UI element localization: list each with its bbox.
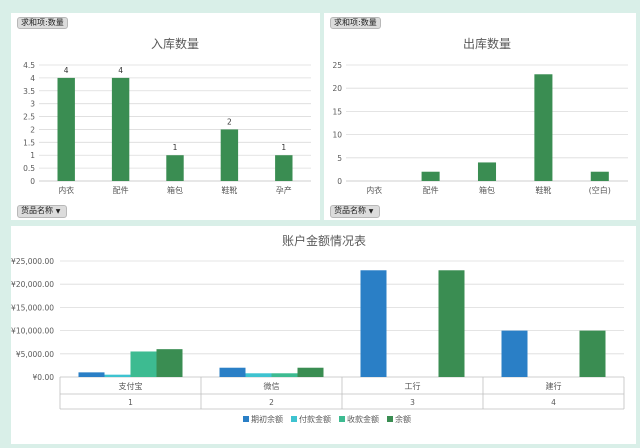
outbound-filter-label: 货品名称	[334, 206, 366, 215]
account-bar-4	[156, 349, 183, 377]
account-title: 账户金额情况表	[282, 233, 366, 248]
inbound-y-tick-label: 0	[30, 177, 35, 186]
account-bar-2	[104, 374, 131, 377]
outbound-x-tick-label: 内衣	[366, 185, 382, 195]
account-legend-label: 余额	[395, 414, 411, 424]
inbound-data-label: 4	[118, 66, 123, 75]
account-y-tick-label: ¥25,000.00	[11, 257, 54, 266]
account-bar-2	[245, 373, 272, 377]
inbound-x-tick-label: 孕产	[276, 185, 292, 195]
outbound-x-tick-label: (空白)	[589, 185, 611, 195]
inbound-title: 入库数量	[151, 36, 199, 51]
account-subcategory-label: 1	[128, 398, 133, 407]
account-legend-swatch	[339, 416, 345, 422]
account-bar-1	[360, 270, 387, 377]
inbound-x-tick-label: 鞋靴	[221, 185, 237, 195]
inbound-y-tick-label: 2.5	[23, 113, 35, 122]
account-bar-1	[78, 372, 105, 377]
inbound-bar	[111, 77, 130, 181]
account-legend-swatch	[387, 416, 393, 422]
inbound-y-tick-label: 3.5	[23, 87, 35, 96]
account-category-label: 工行	[405, 381, 421, 391]
outbound-y-tick-label: 5	[337, 154, 342, 163]
account-bar-3	[130, 351, 157, 377]
account-bar-4	[438, 270, 465, 377]
outbound-chart-panel: 出库数量 0 5 10 15 20 25 内衣 配件 箱包 鞋靴 (空白) 求和项:数量 货品名称 ▼	[324, 13, 636, 220]
outbound-bar	[477, 162, 497, 181]
outbound-filter-button[interactable]: 货品名称 ▼	[330, 205, 380, 218]
inbound-chart-panel: 入库数量 0 0.5 1 1.5 2 2.5 3 3.5 4 4.5 4 内衣 4 配件 1 箱包 2 鞋靴 1 孕产 …	[11, 13, 320, 220]
inbound-value-field-button[interactable]: 求和项:数量	[17, 17, 68, 29]
outbound-y-tick-label: 20	[332, 84, 342, 93]
inbound-bar	[275, 155, 293, 181]
account-category-label: 微信	[264, 381, 280, 391]
inbound-value-field-label: 求和项:数量	[21, 18, 64, 27]
account-legend-label: 付款金额	[299, 414, 331, 424]
account-subcategory-label: 3	[410, 398, 415, 407]
inbound-y-tick-label: 3	[30, 100, 35, 109]
account-legend-label: 收款金额	[347, 414, 379, 424]
account-category-label: 建行	[546, 381, 562, 391]
account-bar-4	[579, 330, 606, 377]
account-bar-1	[219, 367, 246, 377]
account-legend-swatch	[243, 416, 249, 422]
account-subcategory-label: 4	[551, 398, 556, 407]
account-y-tick-label: ¥5,000.00	[16, 350, 54, 359]
inbound-y-tick-label: 1.5	[23, 138, 35, 147]
account-category-label: 支付宝	[119, 381, 143, 391]
inbound-bar	[57, 77, 75, 181]
outbound-y-tick-label: 0	[337, 177, 342, 186]
inbound-bar	[166, 155, 184, 181]
account-y-tick-label: ¥15,000.00	[11, 303, 54, 312]
outbound-value-field-label: 求和项:数量	[334, 18, 377, 27]
inbound-data-label: 1	[281, 143, 286, 152]
inbound-data-label: 1	[173, 143, 178, 152]
inbound-chart: 入库数量 0 0.5 1 1.5 2 2.5 3 3.5 4 4.5 4 内衣 4 配件 1 箱包 2 鞋靴 1 孕产	[23, 36, 311, 195]
inbound-data-label: 2	[227, 117, 232, 126]
account-chart-panel: 账户金额情况表 ¥0.00 ¥5,000.00 ¥10,000.00 ¥15,000.0…	[11, 226, 636, 444]
inbound-data-label: 4	[64, 66, 69, 75]
outbound-value-field-button[interactable]: 求和项:数量	[330, 17, 381, 29]
outbound-bar	[590, 171, 609, 181]
inbound-y-tick-label: 2	[30, 125, 35, 134]
outbound-y-tick-label: 10	[332, 131, 342, 140]
inbound-y-tick-label: 4	[30, 74, 35, 83]
outbound-bar	[421, 171, 440, 181]
outbound-x-tick-label: 箱包	[479, 185, 495, 195]
outbound-y-tick-label: 25	[332, 61, 342, 70]
inbound-y-tick-label: 1	[30, 151, 35, 160]
outbound-bar	[534, 74, 553, 181]
account-subcategory-label: 2	[269, 398, 274, 407]
inbound-x-tick-label: 内衣	[58, 185, 74, 195]
dropdown-arrow-icon: ▼	[55, 208, 61, 215]
inbound-filter-label: 货品名称	[21, 206, 53, 215]
account-y-tick-label: ¥20,000.00	[11, 280, 54, 289]
inbound-y-tick-label: 0.5	[23, 164, 35, 173]
inbound-x-tick-label: 配件	[113, 185, 129, 195]
account-y-tick-label: ¥0.00	[33, 373, 55, 382]
account-bar-3	[271, 373, 298, 377]
account-bar-4	[297, 367, 324, 377]
account-bar-1	[501, 330, 528, 377]
inbound-x-tick-label: 箱包	[167, 185, 183, 195]
outbound-title: 出库数量	[463, 36, 511, 51]
account-y-tick-label: ¥10,000.00	[11, 327, 54, 336]
outbound-x-tick-label: 配件	[423, 185, 439, 195]
account-legend-label: 期初余额	[251, 414, 283, 424]
inbound-filter-button[interactable]: 货品名称 ▼	[17, 205, 67, 218]
inbound-y-tick-label: 4.5	[23, 61, 35, 70]
account-chart: 账户金额情况表 ¥0.00 ¥5,000.00 ¥10,000.00 ¥15,000.0…	[11, 233, 625, 424]
account-legend-swatch	[291, 416, 297, 422]
inbound-bar	[220, 129, 239, 181]
outbound-chart: 出库数量 0 5 10 15 20 25 内衣 配件 箱包 鞋靴 (空白)	[332, 36, 628, 195]
outbound-y-tick-label: 15	[332, 107, 342, 116]
outbound-x-tick-label: 鞋靴	[535, 185, 551, 195]
dropdown-arrow-icon: ▼	[368, 208, 374, 215]
